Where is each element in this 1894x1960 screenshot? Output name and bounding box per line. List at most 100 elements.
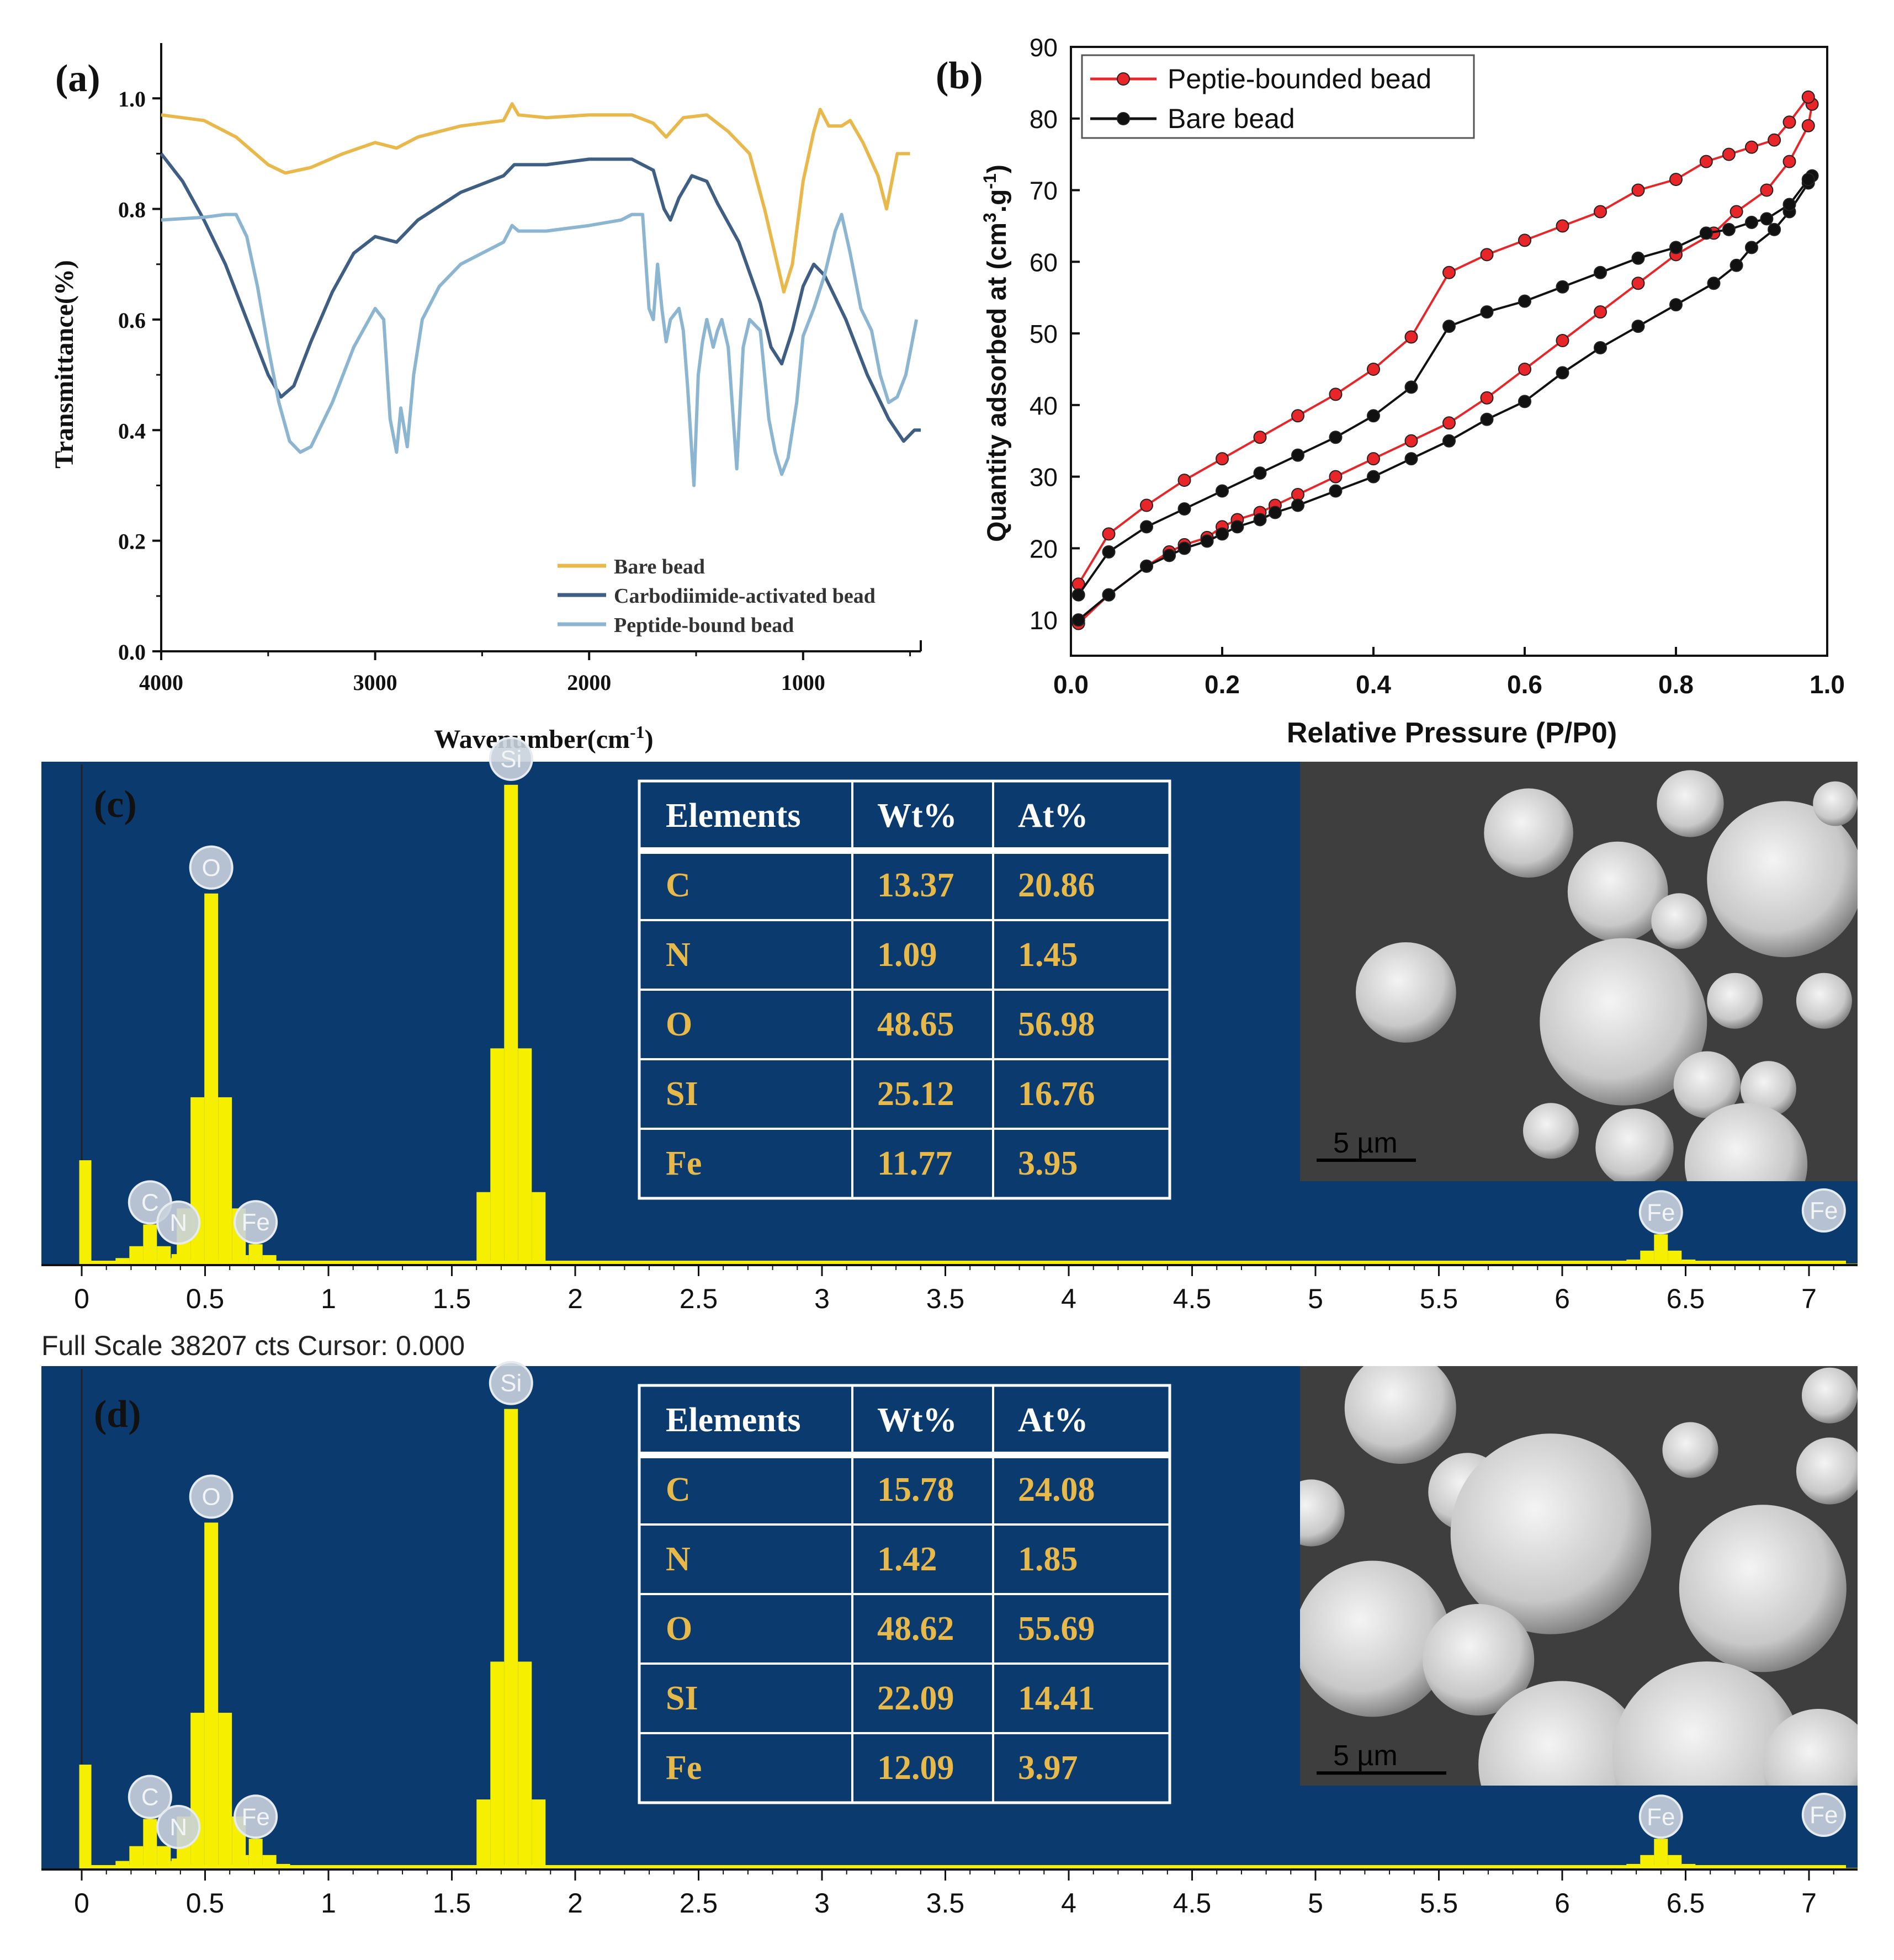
d-peak-fe <box>276 1863 290 1868</box>
panel-b-data-point-1 <box>1801 90 1815 104</box>
d-peak-fe <box>1831 1867 1845 1868</box>
c-peak-o <box>218 1097 232 1264</box>
d-badge-n-bg <box>156 1805 201 1849</box>
c-peak-fe <box>1844 1263 1859 1264</box>
panel-b-data-point-2 <box>1782 198 1796 211</box>
d-badge-fe: Fe <box>1647 1803 1675 1830</box>
c-badge-fe-bg <box>1638 1190 1683 1235</box>
panel-b-data-point-2 <box>1760 212 1774 226</box>
panel-c-composition-table: Elements Wt% At% C 13.37 20.86 N 1.09 1.45 O 48.65… <box>638 779 1171 1200</box>
c-peak-fe <box>276 1261 290 1264</box>
c-badge-fe: Fe <box>1647 1199 1675 1226</box>
d-badge-o: O <box>202 1484 221 1511</box>
d-table-cell: 14.41 <box>1018 1680 1095 1717</box>
c-x-tick-label: 4.5 <box>1173 1283 1212 1314</box>
panel-b-data-point-2 <box>1404 452 1418 466</box>
c-table-cell: C <box>666 867 691 904</box>
panel-b-data-point-2 <box>1230 520 1244 534</box>
c-sem-sphere <box>1813 781 1858 826</box>
d-peak-fe <box>248 1839 263 1868</box>
d-table-cell: 48.62 <box>877 1610 954 1648</box>
panel-b-data-point-2 <box>1669 298 1683 312</box>
panel-a-x-axis-label: Wavenumber(cm-1) <box>434 722 653 754</box>
d-peak-fe <box>221 1863 235 1868</box>
panel-b-data-point-2 <box>1329 431 1343 444</box>
d-zero-noise-peak <box>79 1765 92 1868</box>
c-x-tick-label: 4 <box>1061 1283 1076 1314</box>
panel-a-y-tick-label: 1.0 <box>118 87 146 111</box>
panel-b-legend-label-1: Peptie-bounded bead <box>1168 63 1431 94</box>
c-peak-si <box>518 1048 532 1264</box>
panel-b-data-point-2 <box>1163 549 1176 562</box>
panel-a-label: (a) <box>55 57 100 100</box>
panel-b-y-axis-label-main: Quantity adsorbed at (cm <box>983 222 1012 542</box>
d-table-header: Wt% <box>877 1401 957 1439</box>
c-table-cell: 56.98 <box>1018 1006 1095 1043</box>
panel-b-data-point-1 <box>1480 248 1494 262</box>
c-table-cell: 25.12 <box>877 1075 954 1113</box>
d-table-cell: Fe <box>666 1749 702 1787</box>
panel-b-data-point-1 <box>1253 431 1267 444</box>
c-table-cell: 1.09 <box>877 936 937 974</box>
c-badge-c: C <box>141 1189 159 1216</box>
panel-a-x-axis-label-end: ) <box>645 725 654 754</box>
panel-b-x-axis-label: Relative Pressure (P/P0) <box>1287 717 1617 749</box>
c-badge-n-bg <box>156 1201 201 1245</box>
d-x-tick-label: 0.5 <box>186 1888 225 1919</box>
panel-d-peaks <box>79 1369 1859 1868</box>
c-x-tick-label: 2.5 <box>680 1283 718 1314</box>
panel-b-plot-frame <box>1070 46 1828 657</box>
panel-b-data-point-1 <box>1699 155 1713 168</box>
panel-b-data-point-1 <box>1631 277 1645 290</box>
c-peak-si <box>490 1048 505 1264</box>
c-peak-fe <box>248 1244 263 1264</box>
panel-b-data-point-2 <box>1707 277 1721 290</box>
panel-b-data-point-2 <box>1745 215 1758 229</box>
panel-b-legend: Peptie-bounded bead Bare bead <box>1081 54 1475 139</box>
panel-b-data-point-2 <box>1253 513 1267 527</box>
c-peak-fe <box>1681 1259 1696 1264</box>
panel-b-data-point-2 <box>1268 506 1282 519</box>
d-sem-scale-label: 5 µm <box>1333 1740 1398 1772</box>
c-sem-sphere <box>1684 1103 1808 1181</box>
panel-b-data-point-2 <box>1442 434 1456 448</box>
panel-b-data-point-2 <box>1480 412 1494 426</box>
panel-a-legend-label-2: Carbodiimide-activated bead <box>614 585 876 608</box>
panel-b-data-point-2 <box>1291 448 1304 462</box>
d-peak-si <box>490 1661 505 1868</box>
d-peak-n <box>157 1863 172 1868</box>
c-table-header: Elements <box>666 797 801 835</box>
panel-b-data-point-1 <box>1404 330 1418 344</box>
panel-b-y-tick-label: 90 <box>1030 33 1058 62</box>
c-badge-n: N <box>169 1209 187 1236</box>
panel-b-y-axis-label-sup1: 3 <box>980 213 1000 222</box>
panel-b-data-point-2 <box>1631 320 1645 333</box>
c-table-cell: 16.76 <box>1018 1075 1095 1113</box>
d-table-cell: N <box>666 1541 691 1578</box>
c-badge-si-bg <box>489 736 533 781</box>
d-badge-c-bg <box>128 1775 172 1819</box>
d-peak-si <box>518 1661 532 1868</box>
d-badge-fe: Fe <box>241 1803 269 1830</box>
d-peak-o <box>218 1713 232 1868</box>
panel-b-y-tick-label: 40 <box>1030 391 1058 420</box>
panel-b-legend-box <box>1081 54 1475 139</box>
d-sem-sphere <box>1300 1479 1345 1547</box>
d-table-cell: 15.78 <box>877 1471 954 1508</box>
d-peak-fe <box>1626 1863 1641 1868</box>
panel-b-data-point-1 <box>1518 233 1531 247</box>
panel-b-data-point-2 <box>1071 588 1085 602</box>
c-table-header: At% <box>1018 797 1088 835</box>
d-peak-fe <box>262 1855 277 1868</box>
d-x-tick-label: 3.5 <box>926 1888 965 1919</box>
panel-b-data-point-1 <box>1480 391 1494 405</box>
d-table-cell: 24.08 <box>1018 1471 1095 1508</box>
d-sem-sphere <box>1796 1437 1858 1505</box>
panel-b-data-point-1 <box>1329 470 1343 484</box>
panel-b-data-point-1 <box>1594 205 1607 219</box>
c-peak-fe <box>1831 1262 1845 1264</box>
panel-b-data-point-1 <box>1518 362 1531 376</box>
panel-a-y-tick-label: 0.8 <box>118 198 146 222</box>
c-peak-n <box>144 1262 158 1264</box>
